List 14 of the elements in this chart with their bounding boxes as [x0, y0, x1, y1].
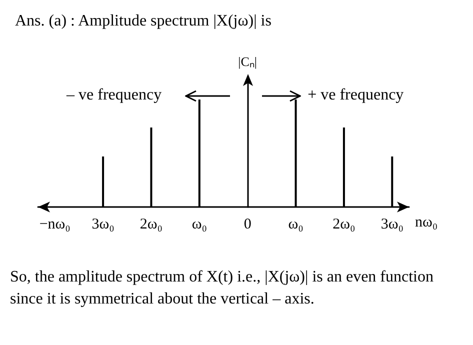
text: So, the amplitude spectrum of X(t) i.e., |X(jω)| is an even function since it is symmetrical about the vertical – axis.: [10, 268, 438, 308]
annotation: + ve frequency: [308, 86, 404, 104]
x-tick-label: 3ω₀: [380, 216, 404, 232]
x-tick-label: ω₀: [288, 216, 304, 232]
x-tick-label: 3ω₀: [92, 216, 114, 232]
x-tick-label: 2ω₀: [140, 216, 163, 232]
x-axis-title: nω₀: [415, 214, 438, 230]
x-tick-label: 0: [244, 216, 252, 232]
annotation: – ve frequency: [66, 86, 162, 104]
x-tick-label: −nω₀: [39, 216, 70, 232]
y-axis-title: |Cₙ|: [238, 54, 258, 69]
x-tick-label: ω₀: [192, 216, 207, 232]
chart-title: Ans. (a) : Amplitude spectrum |X(jω)| is: [15, 12, 272, 30]
x-tick-label: 2ω₀: [332, 216, 356, 232]
